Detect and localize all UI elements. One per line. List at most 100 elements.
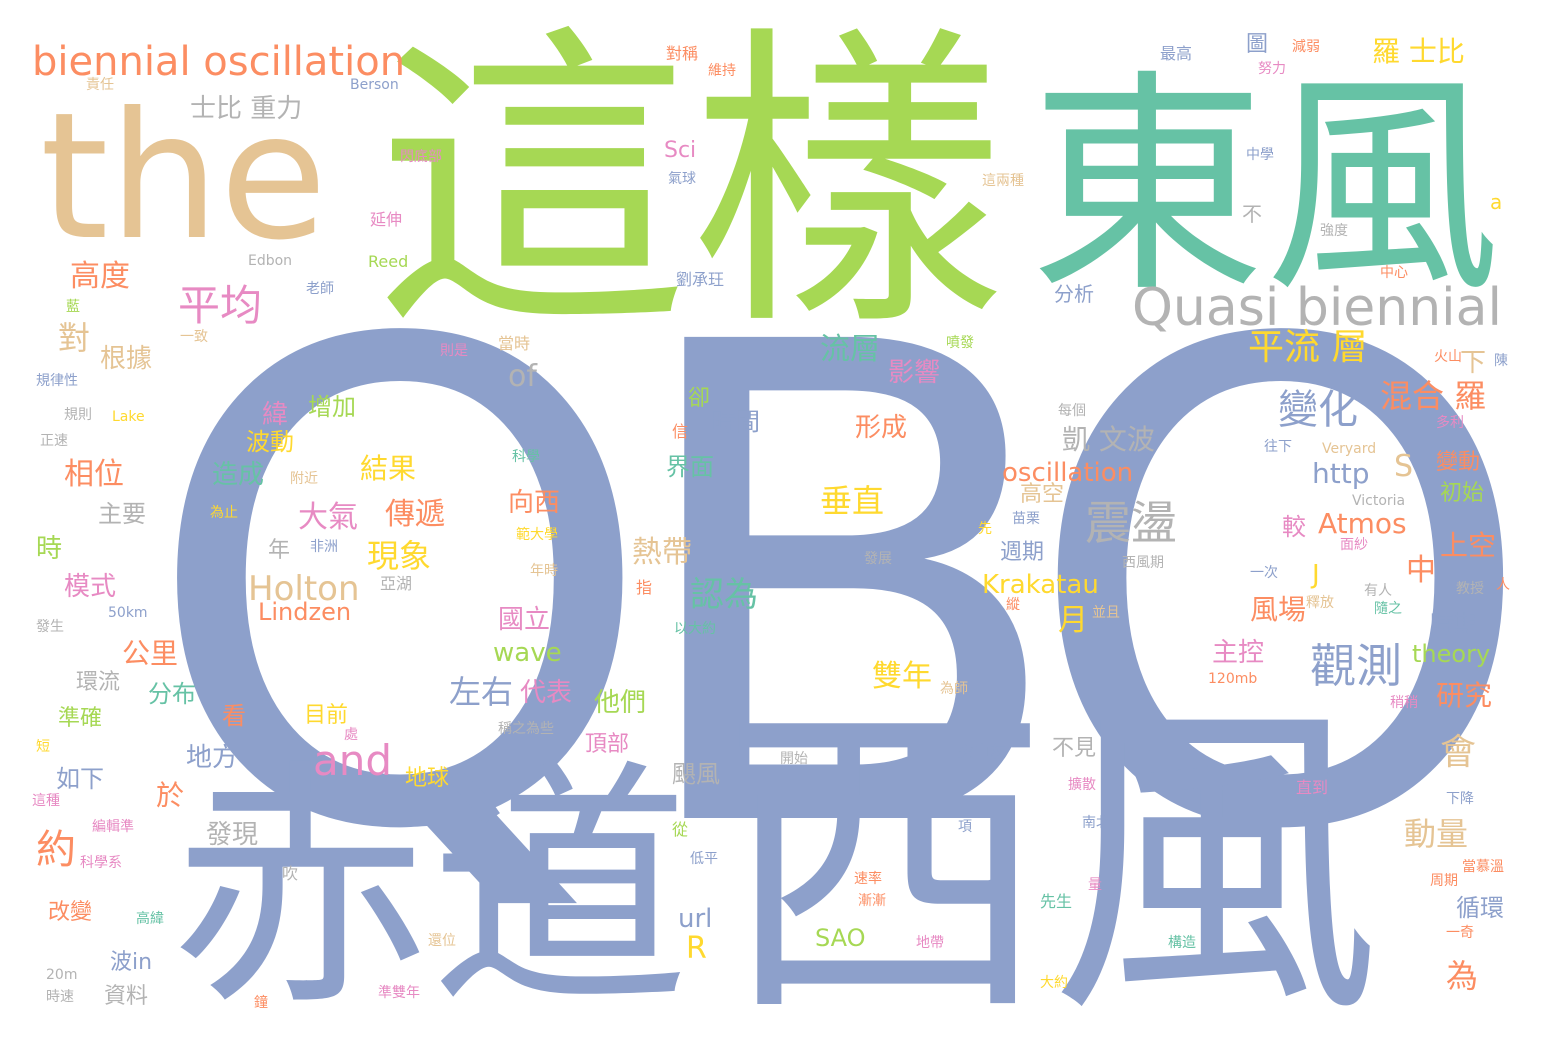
- word: 相位: [64, 457, 124, 492]
- word: 直到: [1296, 778, 1329, 797]
- word: 公里: [122, 637, 179, 670]
- word: 速率: [854, 871, 882, 887]
- word: 當慕溫: [1462, 859, 1504, 875]
- word: 上空: [1440, 529, 1497, 562]
- word: 大氣: [298, 500, 358, 535]
- word: 多利: [1436, 415, 1464, 431]
- word: 為: [1446, 957, 1479, 995]
- word: Lake: [112, 409, 145, 425]
- word: 代表: [520, 678, 573, 708]
- word: 垂直: [820, 482, 885, 520]
- word: 認為: [690, 575, 758, 615]
- word: 主控: [1212, 638, 1265, 668]
- word: 圖: [1246, 32, 1269, 57]
- word: 士比 重力: [190, 94, 303, 124]
- word: 準雙年: [378, 985, 420, 1001]
- word: Berson: [350, 77, 399, 93]
- word: 不見: [1052, 736, 1097, 761]
- word: 中心: [1380, 265, 1408, 281]
- word: 不: [1242, 202, 1262, 226]
- word: 環流: [76, 670, 121, 695]
- word: 西風: [720, 673, 1380, 1052]
- word: 並且: [1092, 605, 1120, 621]
- word: 變動: [1436, 450, 1481, 475]
- word: 周期: [1430, 873, 1458, 889]
- word: S: [1394, 449, 1414, 484]
- word: 平流 層: [1248, 327, 1368, 368]
- word: 界面: [666, 453, 714, 481]
- word: 平均: [178, 281, 263, 330]
- word: Holton: [248, 569, 360, 609]
- word: 熱帶: [632, 535, 692, 570]
- word: 陳: [1494, 353, 1508, 369]
- word: 主要: [98, 500, 146, 528]
- word: 劉承玨: [676, 270, 725, 289]
- word: the: [40, 76, 328, 279]
- word: 初始: [1440, 481, 1485, 506]
- word: 羅 士比: [1372, 35, 1465, 68]
- word: 指: [636, 578, 653, 597]
- word: url: [678, 904, 713, 934]
- word: 人: [1496, 577, 1510, 593]
- word: 現象: [367, 537, 432, 575]
- word: 對稱: [666, 44, 699, 63]
- word: 風場: [1250, 593, 1307, 626]
- word: a: [1490, 190, 1503, 214]
- word: 延伸: [370, 210, 403, 229]
- word: 根據: [100, 344, 153, 374]
- word: 時間: [712, 408, 760, 436]
- word: 波動: [246, 428, 294, 456]
- word: 減弱: [1292, 39, 1320, 55]
- word: 低平: [690, 851, 718, 867]
- word: 颶風: [672, 760, 720, 788]
- word: 於: [156, 779, 185, 812]
- word: 國立: [498, 605, 551, 635]
- word: 最高: [1160, 44, 1193, 63]
- word: 火山灰: [958, 742, 1007, 761]
- word: 苗栗: [1012, 511, 1040, 527]
- word: 卻: [688, 386, 711, 411]
- word: QBO: [140, 205, 1540, 974]
- word: 波in: [110, 950, 153, 975]
- word: 研究: [1436, 679, 1493, 712]
- word: 震盪: [1085, 496, 1177, 550]
- word: 科學: [512, 449, 540, 465]
- word: 大約: [1040, 975, 1068, 991]
- word: 信: [672, 422, 689, 441]
- word: 面紗: [1340, 537, 1368, 553]
- word: 老師: [306, 281, 334, 297]
- word: of: [508, 359, 537, 394]
- word: 規律性: [36, 373, 78, 389]
- word: 這樣: [375, 2, 1005, 368]
- word: 看: [222, 702, 246, 730]
- word: 地方: [186, 743, 239, 773]
- word: 分析: [1054, 282, 1094, 306]
- word: 發展: [864, 551, 892, 567]
- word: 地帶: [916, 935, 944, 951]
- word: 南北: [1082, 815, 1110, 831]
- word: 20m: [46, 967, 78, 983]
- word: biennial oscillation: [32, 39, 406, 85]
- word: 從: [672, 820, 689, 839]
- word: 往下: [1264, 439, 1292, 455]
- word: 為止: [210, 505, 238, 521]
- word: 時期: [1430, 610, 1478, 638]
- word: 藍: [66, 299, 80, 315]
- word: 擴散: [1068, 777, 1096, 793]
- word: 年: [268, 538, 291, 563]
- word: Lindzen: [258, 598, 352, 626]
- word: 縱: [1006, 597, 1020, 613]
- word: 附近: [290, 471, 318, 487]
- word: wave: [493, 638, 562, 668]
- word: 發現: [206, 820, 259, 850]
- word: 時: [36, 534, 63, 564]
- word: 東風: [1030, 51, 1500, 324]
- word: 責任: [86, 77, 114, 93]
- word: 形成: [855, 413, 908, 443]
- word: 一奇: [1446, 925, 1474, 941]
- word: 影響: [888, 358, 941, 388]
- word: 強度: [1320, 223, 1348, 239]
- word: J: [1312, 560, 1320, 590]
- word: 增加: [308, 393, 356, 421]
- word: 吹: [282, 864, 299, 883]
